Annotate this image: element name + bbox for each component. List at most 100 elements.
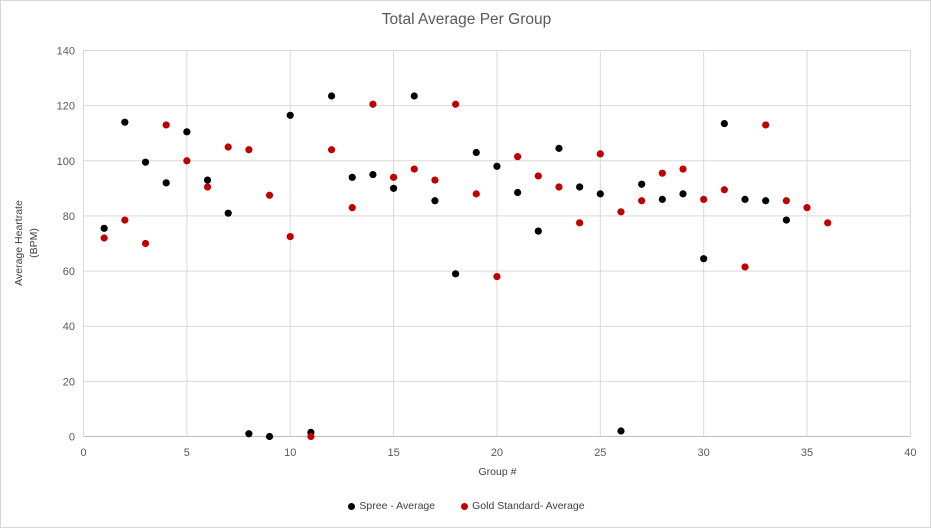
- data-point-series-1: [307, 432, 315, 441]
- data-point-series-0: [410, 92, 418, 100]
- data-point-series-1: [700, 195, 708, 203]
- data-point-series-1: [534, 172, 542, 180]
- data-point-series-1: [369, 100, 377, 108]
- data-point-series-0: [389, 184, 398, 192]
- data-point-series-0: [141, 158, 150, 166]
- y-axis-title-line2: (BPM): [28, 228, 40, 258]
- data-point-series-0: [658, 195, 666, 203]
- data-point-series-0: [741, 195, 749, 203]
- data-point-series-1: [824, 219, 832, 227]
- data-point-series-1: [327, 146, 336, 154]
- x-tick-label: 10: [284, 447, 296, 459]
- data-point-series-0: [472, 148, 480, 157]
- data-point-series-0: [576, 183, 584, 191]
- x-tick-label: 35: [801, 447, 813, 459]
- data-point-series-1: [741, 263, 749, 271]
- y-tick-label: 20: [63, 376, 75, 388]
- data-point-series-1: [803, 204, 811, 212]
- data-point-series-1: [203, 183, 212, 191]
- data-point-series-0: [245, 430, 253, 438]
- legend-item-gold-standard: Gold Standard- Average: [461, 500, 585, 512]
- y-axis-title: Average Heartrate (BPM): [12, 143, 44, 343]
- data-point-series-0: [638, 180, 646, 188]
- data-point-series-1: [720, 186, 728, 194]
- data-point-series-1: [100, 234, 108, 242]
- data-point-series-0: [617, 427, 625, 435]
- y-tick-label: 80: [63, 211, 75, 223]
- data-point-series-1: [286, 233, 294, 241]
- data-point-series-1: [224, 143, 232, 151]
- data-point-series-1: [762, 121, 770, 129]
- y-tick-label: 140: [57, 46, 75, 58]
- data-point-series-1: [782, 197, 790, 205]
- data-point-series-0: [452, 270, 460, 278]
- data-point-series-1: [576, 219, 584, 227]
- data-point-series-0: [762, 197, 770, 205]
- data-point-series-1: [555, 183, 563, 191]
- chart-title: Total Average Per Group: [381, 11, 552, 28]
- data-point-series-1: [617, 208, 625, 216]
- data-point-series-1: [658, 169, 666, 177]
- data-point-series-0: [265, 432, 274, 441]
- data-point-series-1: [348, 204, 356, 212]
- data-point-series-0: [534, 227, 542, 235]
- data-point-series-1: [245, 146, 253, 154]
- data-point-series-0: [203, 176, 212, 184]
- data-point-series-0: [100, 224, 108, 232]
- y-tick-label: 120: [57, 101, 75, 113]
- data-point-series-0: [431, 197, 439, 205]
- data-point-series-0: [348, 173, 356, 181]
- legend-label-spree: Spree - Average: [359, 500, 436, 512]
- y-tick-label: 40: [63, 321, 75, 333]
- spree-series-marker-icon: [348, 502, 356, 510]
- x-tick-label: 5: [184, 447, 190, 459]
- data-point-series-1: [431, 176, 439, 184]
- data-point-series-0: [679, 190, 687, 198]
- data-point-series-0: [224, 209, 232, 217]
- data-point-series-0: [596, 190, 604, 198]
- data-point-series-1: [265, 191, 274, 199]
- data-point-series-0: [720, 119, 728, 128]
- x-tick-label: 40: [904, 447, 916, 459]
- data-point-series-1: [514, 153, 522, 161]
- gold-standard-series-marker-icon: [461, 502, 469, 510]
- legend-item-spree: Spree - Average: [348, 500, 435, 512]
- data-point-series-0: [369, 170, 377, 179]
- data-point-series-1: [410, 165, 418, 173]
- data-point-series-0: [782, 216, 790, 224]
- data-point-series-1: [121, 216, 129, 224]
- data-point-series-1: [472, 190, 480, 198]
- data-point-series-0: [121, 118, 129, 126]
- chart-legend: Spree - Average Gold Standard- Average: [1, 500, 930, 512]
- data-point-series-1: [679, 165, 687, 173]
- data-point-series-0: [183, 128, 191, 136]
- x-tick-label: 25: [594, 447, 606, 459]
- data-point-series-1: [638, 197, 646, 205]
- data-point-series-1: [183, 157, 191, 165]
- data-point-series-0: [327, 92, 336, 100]
- x-axis-title: Group #: [478, 466, 517, 478]
- x-tick-label: 20: [491, 447, 503, 459]
- data-point-series-0: [700, 255, 708, 263]
- data-point-series-0: [162, 179, 170, 187]
- data-point-series-1: [452, 100, 460, 108]
- x-tick-label: 0: [80, 447, 86, 459]
- data-point-series-0: [286, 111, 294, 119]
- data-point-series-0: [514, 188, 522, 197]
- y-axis-title-line1: Average Heartrate: [13, 200, 25, 286]
- data-point-series-0: [493, 162, 501, 170]
- data-point-series-1: [162, 121, 170, 129]
- y-tick-label: 0: [69, 432, 75, 444]
- y-tick-label: 60: [63, 266, 75, 278]
- data-point-series-1: [389, 173, 398, 181]
- data-point-series-1: [493, 272, 501, 281]
- x-tick-label: 15: [387, 447, 399, 459]
- data-point-series-1: [596, 150, 604, 158]
- data-point-series-0: [555, 144, 563, 152]
- data-point-series-1: [141, 239, 150, 248]
- legend-label-gold-standard: Gold Standard- Average: [472, 500, 585, 512]
- y-tick-label: 100: [57, 156, 75, 168]
- x-tick-label: 30: [698, 447, 710, 459]
